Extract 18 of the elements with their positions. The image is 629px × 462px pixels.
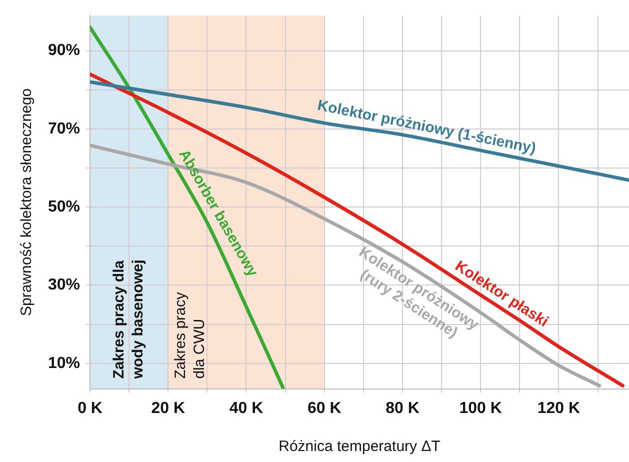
y-tick-label: 50% bbox=[48, 198, 80, 216]
y-tick-label: 10% bbox=[48, 354, 80, 372]
line-series bbox=[90, 72, 624, 388]
x-axis-title: Różnica temperatury ΔT bbox=[278, 438, 440, 456]
x-tick-label: 0 K bbox=[78, 400, 103, 417]
y-tick-label: 90% bbox=[48, 42, 80, 60]
band-label: Zakres pracy dla CWU bbox=[172, 292, 208, 379]
x-tick-label: 60 K bbox=[307, 400, 342, 417]
x-tick-label: 40 K bbox=[229, 400, 264, 417]
x-tick-label: 80 K bbox=[386, 400, 420, 417]
x-tick-label: 100 K bbox=[459, 400, 502, 417]
line-series bbox=[90, 26, 285, 389]
y-tick-label: 70% bbox=[48, 120, 80, 138]
x-tick-label: 120 K bbox=[537, 400, 580, 417]
band-label: Zakres pracy dla wody basenowej bbox=[110, 260, 147, 380]
y-tick-label: 30% bbox=[48, 276, 80, 294]
x-tick-label: 20 K bbox=[151, 400, 186, 417]
y-axis-title: Sprawność kolektora słonecznego bbox=[18, 88, 36, 316]
